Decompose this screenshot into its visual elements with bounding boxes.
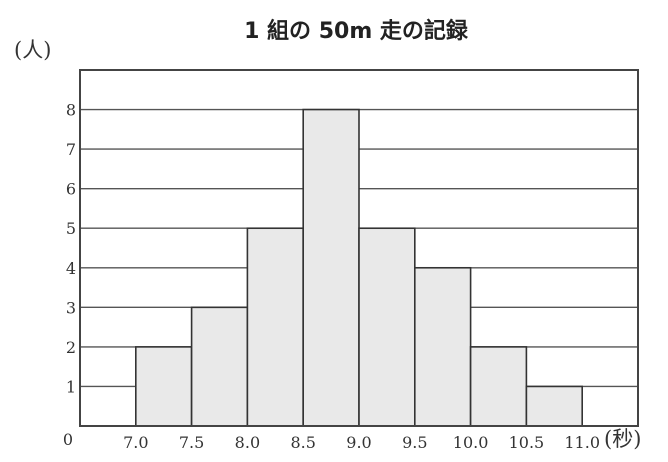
y-tick-label: 4 xyxy=(66,259,76,278)
histogram-bar xyxy=(135,346,193,427)
x-tick-label: 8.5 xyxy=(290,433,315,452)
x-tick-label: 10.0 xyxy=(453,433,489,452)
y-tick-label: 7 xyxy=(66,140,76,159)
y-tick-label: 0 xyxy=(63,430,73,449)
y-tick-label: 8 xyxy=(66,101,76,120)
y-tick-label: 1 xyxy=(66,377,76,396)
x-tick-label: 7.0 xyxy=(123,433,148,452)
x-tick-label: 9.0 xyxy=(346,433,371,452)
histogram-bar xyxy=(413,266,472,427)
y-tick-label: 2 xyxy=(66,338,76,357)
histogram-bar xyxy=(525,385,584,427)
chart-title: 1 組の 50m 走の記録 xyxy=(244,18,469,44)
x-tick-labels: 7.0 7.5 8.0 8.5 9.0 9.5 10.0 10.5 11.0 xyxy=(123,433,600,452)
histogram-bar xyxy=(358,227,416,427)
y-tick-label: 3 xyxy=(66,298,76,317)
plot-frame xyxy=(79,69,639,427)
histogram-bar xyxy=(246,227,304,427)
x-tick-label: 7.5 xyxy=(179,433,204,452)
bars xyxy=(135,108,584,427)
y-tick-labels: 0 1 2 3 4 5 6 7 8 xyxy=(63,101,76,449)
y-tick-label: 5 xyxy=(66,219,76,238)
x-tick-label: 9.5 xyxy=(402,433,427,452)
x-tick-label: 10.5 xyxy=(509,433,545,452)
y-axis-unit-label: (人) xyxy=(14,38,51,62)
x-tick-label: 8.0 xyxy=(235,433,260,452)
histogram-bar xyxy=(302,108,360,427)
histogram-bar xyxy=(190,306,249,427)
x-tick-label: 11.0 xyxy=(564,433,600,452)
histogram-bar xyxy=(469,346,528,427)
x-axis-unit-label: (秒) xyxy=(604,427,641,451)
y-tick-label: 6 xyxy=(66,180,76,199)
